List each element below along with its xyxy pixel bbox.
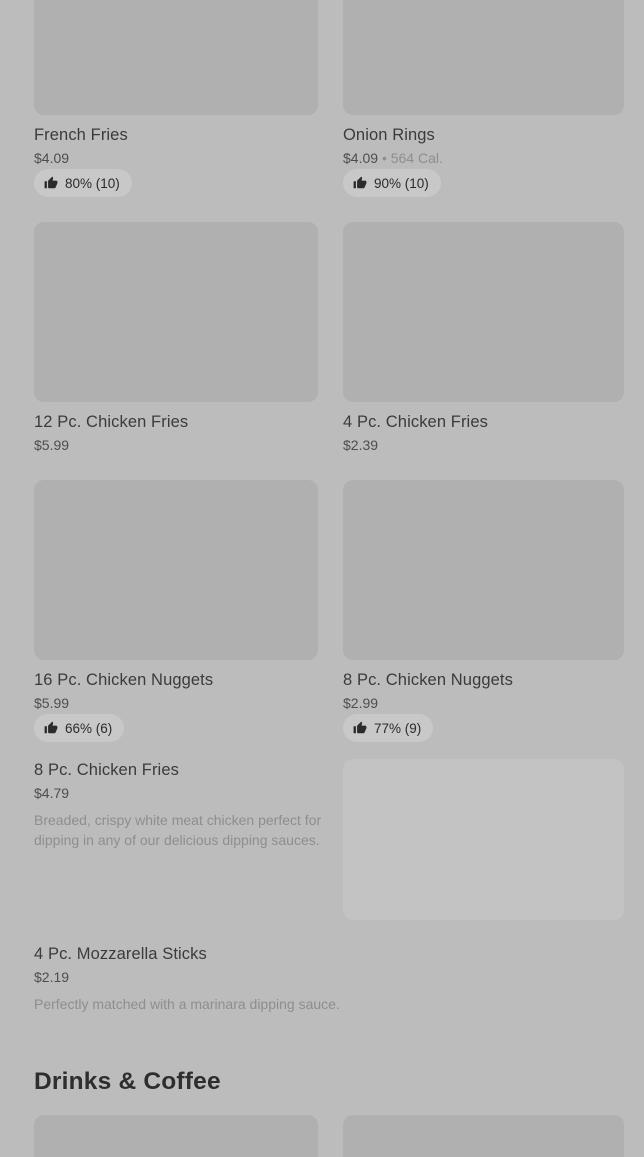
menu-item-price: $5.99 [34, 437, 70, 453]
menu-item-name: Onion Rings [343, 126, 435, 144]
menu-item-image [343, 480, 624, 660]
menu-item-card[interactable] [34, 1115, 318, 1157]
thumbs-up-icon [44, 176, 58, 190]
menu-item-image [34, 1115, 318, 1157]
price-calorie-separator: • [381, 150, 387, 166]
menu-item-image [343, 1115, 624, 1157]
menu-item-card[interactable] [343, 1115, 624, 1157]
menu-item-image [343, 759, 624, 920]
menu-item-name: 4 Pc. Mozzarella Sticks [34, 945, 207, 963]
menu-item-card[interactable]: 8 Pc. Chicken Fries $4.79 Breaded, crisp… [34, 759, 624, 920]
menu-item-name: 8 Pc. Chicken Fries [34, 761, 179, 779]
menu-item-name: 12 Pc. Chicken Fries [34, 413, 189, 431]
menu-item-price: $5.99 [34, 695, 70, 711]
rating-badge: 90% (10) [343, 169, 441, 197]
rating-label: 90% (10) [374, 175, 429, 191]
menu-item-card[interactable]: Onion Rings $4.09 • 564 Cal. 90% (10) [343, 0, 624, 197]
menu-item-calories: 564 Cal. [390, 150, 443, 166]
rating-label: 80% (10) [65, 175, 120, 191]
thumbs-up-icon [353, 176, 367, 190]
menu-item-description: Perfectly matched with a marinara dippin… [34, 996, 340, 1012]
menu-item-card[interactable]: 4 Pc. Mozzarella Sticks $2.19 Perfectly … [34, 943, 624, 1014]
menu-item-image [343, 0, 624, 115]
thumbs-up-icon [353, 721, 367, 735]
menu-item-price: $2.19 [34, 969, 70, 985]
rating-badge: 80% (10) [34, 169, 132, 197]
menu-item-name: French Fries [34, 126, 128, 144]
menu-item-price: $2.39 [343, 437, 379, 453]
menu-item-image [34, 0, 318, 115]
menu-item-price: $4.09 [343, 150, 379, 166]
menu-item-price: $2.99 [343, 695, 379, 711]
menu-item-card[interactable]: French Fries $4.09 80% (10) [34, 0, 318, 197]
menu-item-card[interactable]: 8 Pc. Chicken Nuggets $2.99 77% (9) [343, 480, 624, 742]
menu-item-description: Breaded, crispy white meat chicken perfe… [34, 812, 322, 848]
menu-item-image [343, 222, 624, 402]
menu-item-card[interactable]: 12 Pc. Chicken Fries $5.99 [34, 222, 318, 454]
section-heading-drinks-coffee: Drinks & Coffee [34, 1068, 221, 1095]
menu-item-image [34, 222, 318, 402]
menu-item-card[interactable]: 4 Pc. Chicken Fries $2.39 [343, 222, 624, 454]
menu-item-image [34, 480, 318, 660]
thumbs-up-icon [44, 721, 58, 735]
menu-item-card[interactable]: 16 Pc. Chicken Nuggets $5.99 66% (6) [34, 480, 318, 742]
menu-item-price-line: $4.09 • 564 Cal. [343, 149, 624, 167]
menu-item-name: 8 Pc. Chicken Nuggets [343, 671, 513, 689]
menu-item-name: 4 Pc. Chicken Fries [343, 413, 488, 431]
menu-item-text-block: 8 Pc. Chicken Fries $4.79 Breaded, crisp… [34, 760, 360, 850]
rating-badge: 77% (9) [343, 714, 434, 742]
menu-item-price: $4.79 [34, 785, 70, 801]
rating-badge: 66% (6) [34, 714, 125, 742]
rating-label: 66% (6) [65, 720, 113, 736]
menu-item-name: 16 Pc. Chicken Nuggets [34, 671, 214, 689]
menu-item-price: $4.09 [34, 150, 70, 166]
rating-label: 77% (9) [374, 720, 422, 736]
